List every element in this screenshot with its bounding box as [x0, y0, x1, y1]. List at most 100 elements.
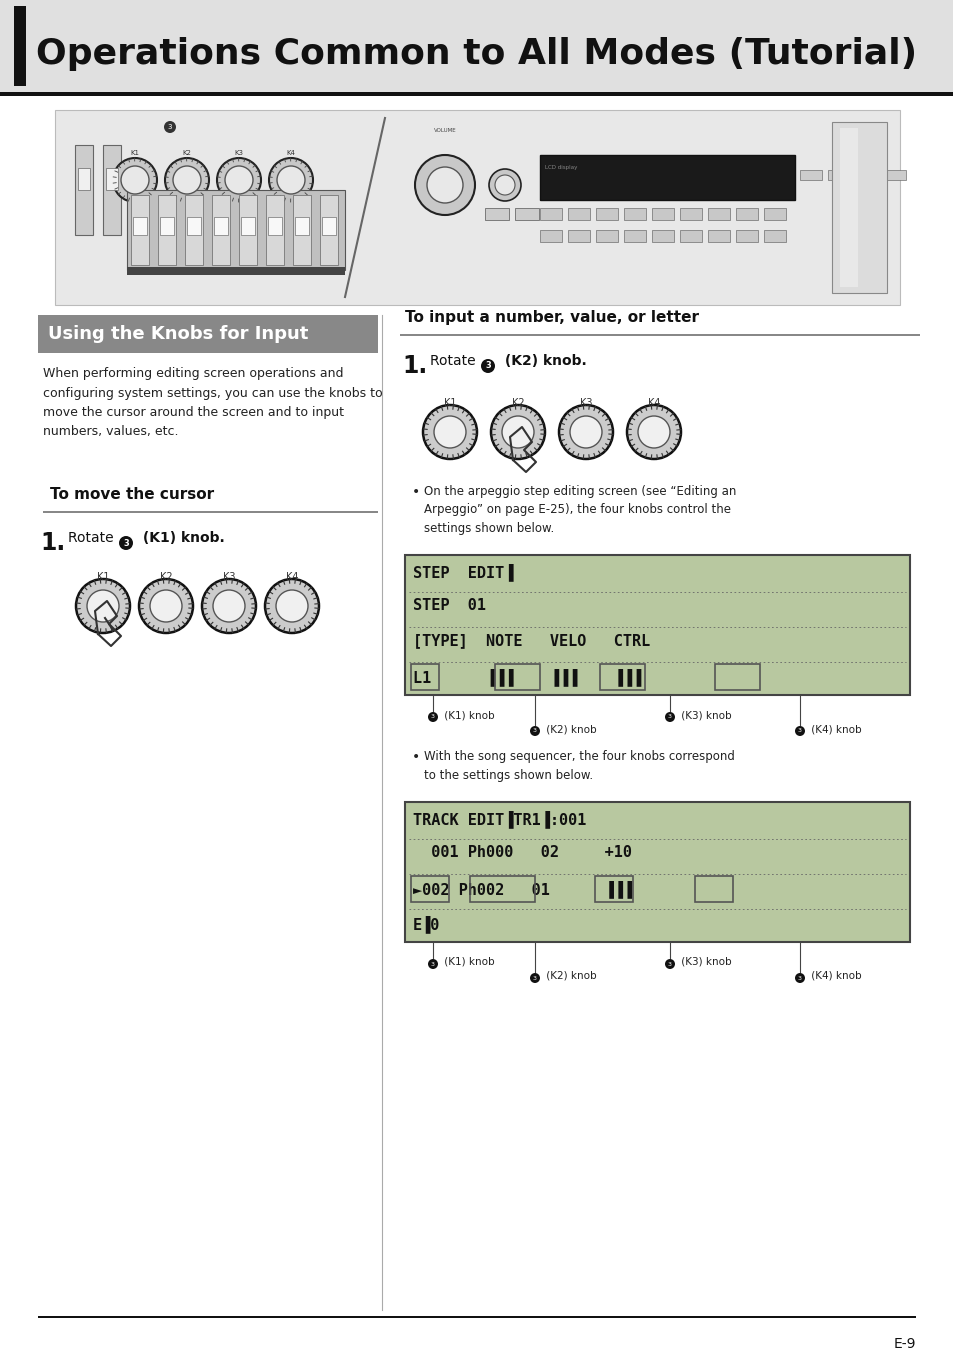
Text: STEP  EDIT▐: STEP EDIT▐: [413, 563, 513, 580]
Bar: [239, 194, 256, 265]
Bar: [322, 217, 335, 235]
Bar: [158, 194, 175, 265]
Text: Operations Common to All Modes (Tutorial): Operations Common to All Modes (Tutorial…: [36, 36, 916, 72]
Bar: [103, 144, 121, 235]
Text: 3: 3: [667, 714, 671, 720]
Text: LCD display: LCD display: [544, 165, 577, 170]
Text: 3: 3: [431, 961, 435, 967]
Bar: [127, 190, 345, 270]
Circle shape: [794, 726, 804, 736]
Bar: [132, 217, 147, 235]
Text: To input a number, value, or letter: To input a number, value, or letter: [405, 310, 699, 325]
Bar: [623, 230, 645, 242]
Text: [TYPE]  NOTE   VELO   CTRL: [TYPE] NOTE VELO CTRL: [413, 633, 650, 648]
Bar: [800, 170, 821, 180]
Bar: [707, 230, 729, 242]
Text: VOLUME: VOLUME: [434, 128, 456, 134]
Text: 1.: 1.: [40, 531, 65, 555]
Circle shape: [794, 973, 804, 983]
Bar: [539, 155, 794, 200]
Text: 3: 3: [533, 729, 537, 733]
Circle shape: [664, 711, 675, 722]
Circle shape: [480, 359, 495, 373]
Text: 1.: 1.: [401, 354, 427, 378]
Circle shape: [427, 167, 462, 202]
Text: 001 Ph000   02     +10: 001 Ph000 02 +10: [413, 845, 631, 860]
Text: (K2) knob.: (K2) knob.: [499, 354, 586, 369]
Text: K1: K1: [96, 572, 110, 582]
Text: (K1) knob: (K1) knob: [440, 957, 494, 967]
Bar: [38, 1315, 915, 1318]
Bar: [187, 217, 201, 235]
Text: (K2) knob: (K2) knob: [542, 971, 596, 981]
Bar: [831, 122, 886, 293]
Bar: [539, 230, 561, 242]
Bar: [595, 876, 633, 902]
Circle shape: [119, 536, 132, 549]
Circle shape: [626, 405, 680, 459]
Bar: [840, 128, 857, 288]
Bar: [679, 208, 701, 220]
Text: 3: 3: [485, 362, 491, 370]
Bar: [106, 167, 118, 190]
Bar: [160, 217, 173, 235]
Text: (K4) knob: (K4) knob: [807, 724, 861, 734]
Bar: [567, 208, 589, 220]
Text: Rotate: Rotate: [68, 531, 118, 545]
Bar: [185, 194, 203, 265]
Text: STEP  01: STEP 01: [413, 598, 485, 613]
Text: 3: 3: [667, 961, 671, 967]
Bar: [319, 194, 337, 265]
Text: ►002 Ph002   01      ▐▐▐: ►002 Ph002 01 ▐▐▐: [413, 880, 631, 898]
Bar: [127, 267, 345, 275]
Circle shape: [225, 166, 253, 194]
Bar: [405, 555, 909, 695]
Bar: [735, 208, 758, 220]
Circle shape: [121, 166, 149, 194]
Bar: [855, 170, 877, 180]
Circle shape: [276, 166, 305, 194]
Text: (K4) knob: (K4) knob: [807, 971, 861, 981]
Bar: [411, 664, 438, 690]
Circle shape: [275, 590, 308, 622]
Circle shape: [638, 416, 669, 448]
Circle shape: [434, 416, 465, 448]
Text: 3: 3: [168, 124, 172, 130]
Text: K2: K2: [182, 150, 192, 157]
Text: E-9: E-9: [893, 1336, 915, 1350]
Bar: [78, 167, 90, 190]
Circle shape: [428, 958, 437, 969]
Circle shape: [569, 416, 601, 448]
Bar: [241, 217, 254, 235]
Circle shape: [165, 158, 209, 202]
Bar: [596, 230, 618, 242]
Bar: [567, 230, 589, 242]
Circle shape: [87, 590, 119, 622]
Bar: [43, 510, 377, 513]
Bar: [484, 208, 509, 220]
Bar: [651, 208, 673, 220]
Bar: [212, 194, 230, 265]
Bar: [411, 876, 449, 902]
Bar: [0, 0, 953, 92]
Bar: [470, 876, 535, 902]
Text: On the arpeggio step editing screen (see “Editing an
Arpeggio” on page E-25), th: On the arpeggio step editing screen (see…: [423, 485, 736, 535]
Circle shape: [664, 958, 675, 969]
Text: 3: 3: [797, 729, 801, 733]
Text: 3: 3: [797, 976, 801, 980]
Text: K4: K4: [647, 398, 659, 408]
Bar: [268, 217, 282, 235]
Text: •: •: [412, 485, 420, 500]
Text: (K2) knob: (K2) knob: [542, 724, 596, 734]
Bar: [695, 876, 732, 902]
Bar: [735, 230, 758, 242]
Text: (K3) knob: (K3) knob: [678, 957, 731, 967]
Text: •: •: [412, 751, 420, 764]
Bar: [266, 194, 284, 265]
Text: TRACK EDIT▐TR1▐:001: TRACK EDIT▐TR1▐:001: [413, 810, 586, 828]
Text: Using the Knobs for Input: Using the Knobs for Input: [48, 325, 308, 343]
Bar: [131, 194, 149, 265]
Text: (K3) knob: (K3) knob: [678, 710, 731, 720]
Circle shape: [489, 169, 520, 201]
Bar: [883, 170, 905, 180]
